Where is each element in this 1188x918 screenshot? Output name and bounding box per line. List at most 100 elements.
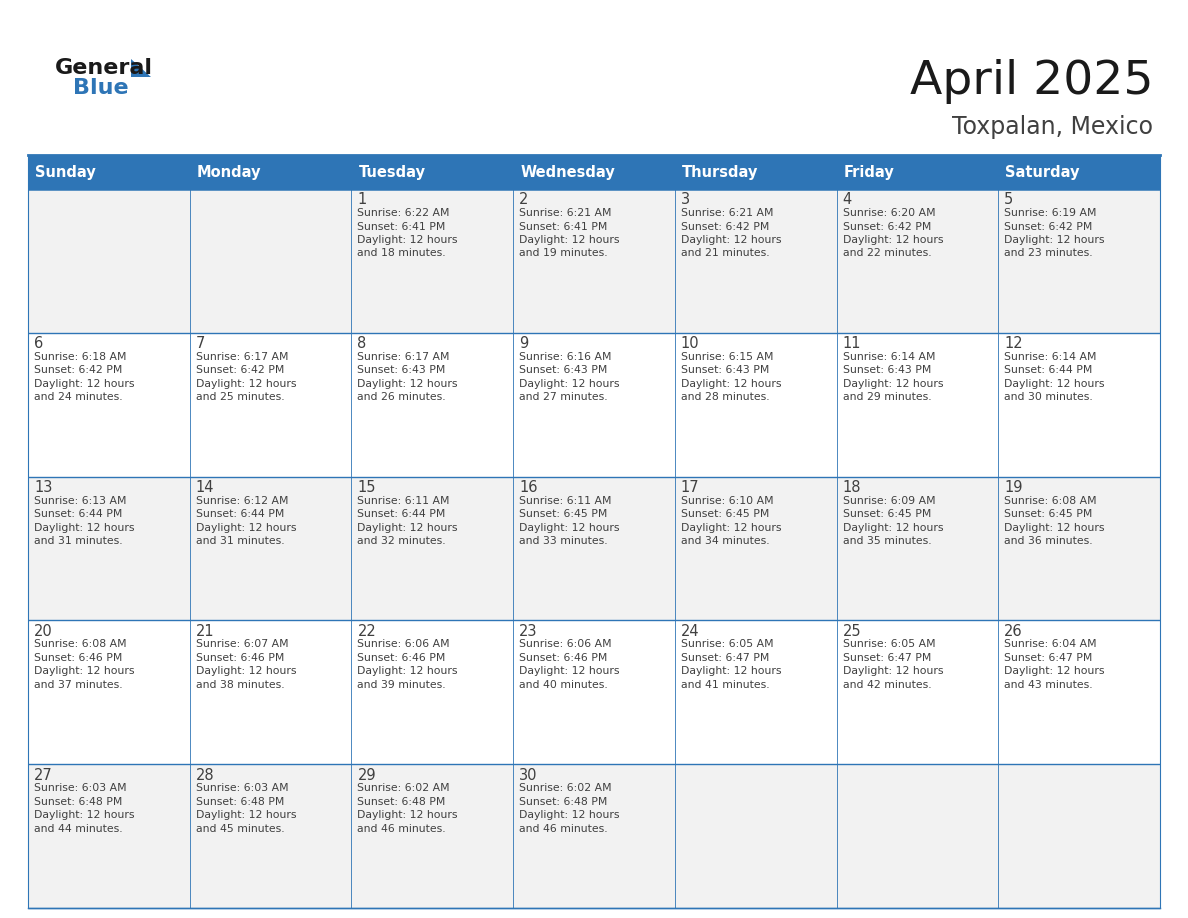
Text: Sunrise: 6:22 AM: Sunrise: 6:22 AM — [358, 208, 450, 218]
Text: and 39 minutes.: and 39 minutes. — [358, 680, 446, 690]
Text: Sunrise: 6:02 AM: Sunrise: 6:02 AM — [358, 783, 450, 793]
Text: 7: 7 — [196, 336, 206, 352]
Text: Daylight: 12 hours: Daylight: 12 hours — [196, 666, 296, 677]
Text: and 38 minutes.: and 38 minutes. — [196, 680, 284, 690]
Text: and 35 minutes.: and 35 minutes. — [842, 536, 931, 546]
Text: Daylight: 12 hours: Daylight: 12 hours — [358, 522, 457, 532]
Text: Tuesday: Tuesday — [359, 164, 425, 180]
Bar — [352, 764, 513, 908]
Text: Sunset: 6:47 PM: Sunset: 6:47 PM — [1004, 653, 1093, 663]
Text: and 41 minutes.: and 41 minutes. — [681, 680, 770, 690]
Text: Sunset: 6:42 PM: Sunset: 6:42 PM — [681, 221, 770, 231]
Text: and 31 minutes.: and 31 minutes. — [34, 536, 122, 546]
Text: Sunset: 6:46 PM: Sunset: 6:46 PM — [34, 653, 122, 663]
Text: Daylight: 12 hours: Daylight: 12 hours — [358, 666, 457, 677]
Bar — [675, 189, 836, 333]
Text: Saturday: Saturday — [1005, 164, 1080, 180]
Text: Daylight: 12 hours: Daylight: 12 hours — [358, 379, 457, 389]
Text: Daylight: 12 hours: Daylight: 12 hours — [519, 379, 620, 389]
Text: Sunrise: 6:04 AM: Sunrise: 6:04 AM — [1004, 640, 1097, 649]
Text: Daylight: 12 hours: Daylight: 12 hours — [1004, 522, 1105, 532]
Text: Daylight: 12 hours: Daylight: 12 hours — [842, 379, 943, 389]
Text: Sunrise: 6:17 AM: Sunrise: 6:17 AM — [358, 352, 450, 362]
Text: Sunrise: 6:21 AM: Sunrise: 6:21 AM — [519, 208, 612, 218]
Text: Daylight: 12 hours: Daylight: 12 hours — [358, 811, 457, 820]
Text: Sunrise: 6:16 AM: Sunrise: 6:16 AM — [519, 352, 612, 362]
Text: Daylight: 12 hours: Daylight: 12 hours — [842, 235, 943, 245]
Text: Daylight: 12 hours: Daylight: 12 hours — [842, 522, 943, 532]
Text: Sunset: 6:45 PM: Sunset: 6:45 PM — [842, 509, 931, 519]
Bar — [29, 155, 1159, 189]
Text: Daylight: 12 hours: Daylight: 12 hours — [681, 522, 782, 532]
Bar — [675, 764, 836, 908]
Text: Sunrise: 6:09 AM: Sunrise: 6:09 AM — [842, 496, 935, 506]
Text: Thursday: Thursday — [682, 164, 758, 180]
Text: 30: 30 — [519, 767, 538, 783]
Text: Sunrise: 6:13 AM: Sunrise: 6:13 AM — [34, 496, 126, 506]
Text: Sunrise: 6:03 AM: Sunrise: 6:03 AM — [34, 783, 127, 793]
Text: Sunset: 6:43 PM: Sunset: 6:43 PM — [681, 365, 770, 375]
Text: Friday: Friday — [843, 164, 895, 180]
Text: Daylight: 12 hours: Daylight: 12 hours — [196, 522, 296, 532]
Text: and 46 minutes.: and 46 minutes. — [358, 823, 446, 834]
Text: Sunset: 6:44 PM: Sunset: 6:44 PM — [34, 509, 122, 519]
Text: Sunset: 6:42 PM: Sunset: 6:42 PM — [34, 365, 122, 375]
Text: and 32 minutes.: and 32 minutes. — [358, 536, 446, 546]
Text: Sunset: 6:45 PM: Sunset: 6:45 PM — [1004, 509, 1093, 519]
Text: Sunset: 6:47 PM: Sunset: 6:47 PM — [681, 653, 770, 663]
Bar — [998, 621, 1159, 764]
Text: 12: 12 — [1004, 336, 1023, 352]
Text: and 31 minutes.: and 31 minutes. — [196, 536, 284, 546]
Text: Daylight: 12 hours: Daylight: 12 hours — [842, 666, 943, 677]
Text: and 19 minutes.: and 19 minutes. — [519, 249, 608, 259]
Bar — [675, 476, 836, 621]
Bar — [998, 333, 1159, 476]
Text: Sunrise: 6:21 AM: Sunrise: 6:21 AM — [681, 208, 773, 218]
Text: April 2025: April 2025 — [910, 60, 1154, 105]
Text: Blue: Blue — [72, 78, 128, 98]
Bar — [190, 189, 352, 333]
Text: 23: 23 — [519, 624, 538, 639]
Bar — [836, 476, 998, 621]
Text: Sunset: 6:47 PM: Sunset: 6:47 PM — [842, 653, 931, 663]
Text: Daylight: 12 hours: Daylight: 12 hours — [358, 235, 457, 245]
Text: 27: 27 — [34, 767, 52, 783]
Bar — [29, 476, 190, 621]
Text: Sunrise: 6:08 AM: Sunrise: 6:08 AM — [34, 640, 127, 649]
Text: 20: 20 — [34, 624, 52, 639]
Bar — [513, 621, 675, 764]
Text: 1: 1 — [358, 193, 367, 207]
Text: 10: 10 — [681, 336, 700, 352]
Bar — [352, 333, 513, 476]
Text: 29: 29 — [358, 767, 377, 783]
Text: Wednesday: Wednesday — [520, 164, 615, 180]
Text: Daylight: 12 hours: Daylight: 12 hours — [519, 522, 620, 532]
Text: 18: 18 — [842, 480, 861, 495]
Text: and 23 minutes.: and 23 minutes. — [1004, 249, 1093, 259]
Text: Daylight: 12 hours: Daylight: 12 hours — [34, 666, 134, 677]
Bar — [190, 333, 352, 476]
Bar — [29, 189, 190, 333]
Text: Daylight: 12 hours: Daylight: 12 hours — [1004, 379, 1105, 389]
Text: and 34 minutes.: and 34 minutes. — [681, 536, 770, 546]
Text: 26: 26 — [1004, 624, 1023, 639]
Text: Sunrise: 6:05 AM: Sunrise: 6:05 AM — [842, 640, 935, 649]
Text: Sunrise: 6:15 AM: Sunrise: 6:15 AM — [681, 352, 773, 362]
Text: Daylight: 12 hours: Daylight: 12 hours — [681, 235, 782, 245]
Text: and 40 minutes.: and 40 minutes. — [519, 680, 608, 690]
Text: Sunrise: 6:19 AM: Sunrise: 6:19 AM — [1004, 208, 1097, 218]
Bar — [29, 621, 190, 764]
Text: and 43 minutes.: and 43 minutes. — [1004, 680, 1093, 690]
Text: Sunrise: 6:07 AM: Sunrise: 6:07 AM — [196, 640, 289, 649]
Bar — [190, 621, 352, 764]
Bar — [998, 476, 1159, 621]
Text: 24: 24 — [681, 624, 700, 639]
Bar — [513, 476, 675, 621]
Bar — [513, 189, 675, 333]
Text: Sunset: 6:42 PM: Sunset: 6:42 PM — [1004, 221, 1093, 231]
Text: 4: 4 — [842, 193, 852, 207]
Text: Sunset: 6:42 PM: Sunset: 6:42 PM — [842, 221, 931, 231]
Text: Sunrise: 6:02 AM: Sunrise: 6:02 AM — [519, 783, 612, 793]
Text: Toxpalan, Mexico: Toxpalan, Mexico — [952, 115, 1154, 139]
Text: Sunset: 6:48 PM: Sunset: 6:48 PM — [519, 797, 607, 807]
